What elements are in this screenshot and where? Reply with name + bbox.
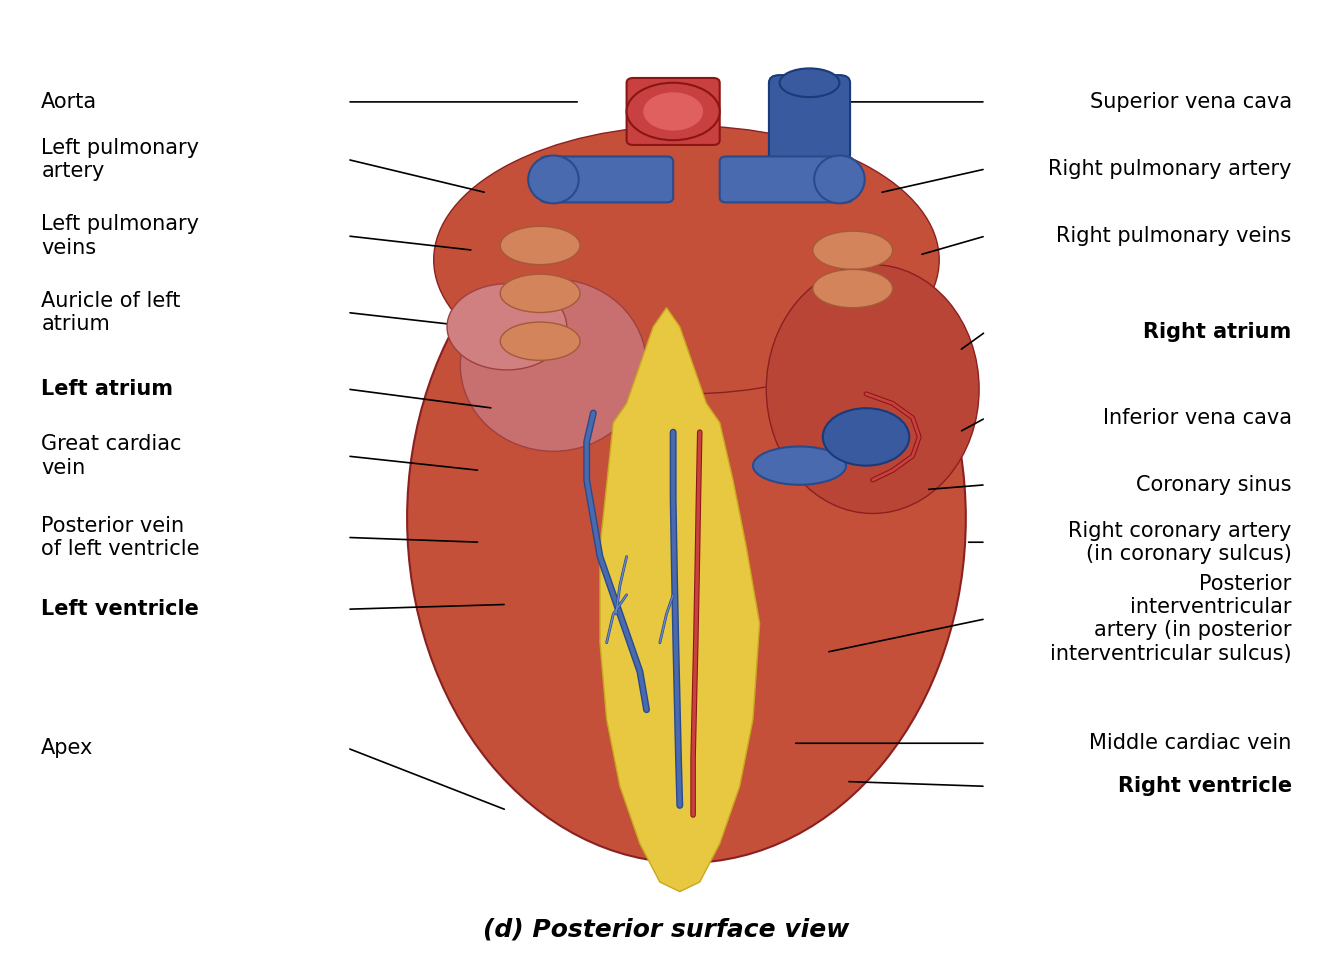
FancyBboxPatch shape: [769, 75, 850, 162]
Text: Left atrium: Left atrium: [41, 379, 173, 399]
Ellipse shape: [627, 83, 720, 140]
Ellipse shape: [822, 408, 909, 466]
Text: Superior vena cava: Superior vena cava: [1089, 92, 1292, 112]
Text: Left pulmonary
veins: Left pulmonary veins: [41, 214, 200, 257]
Ellipse shape: [753, 446, 846, 485]
Text: (d) Posterior surface view: (d) Posterior surface view: [484, 918, 849, 942]
Ellipse shape: [766, 265, 980, 514]
Text: Left pulmonary
artery: Left pulmonary artery: [41, 137, 200, 180]
Ellipse shape: [500, 275, 580, 313]
Text: Left ventricle: Left ventricle: [41, 599, 199, 619]
Text: Posterior
interventricular
artery (in posterior
interventricular sulcus): Posterior interventricular artery (in po…: [1050, 574, 1292, 663]
Text: Right atrium: Right atrium: [1144, 322, 1292, 342]
Text: Coronary sinus: Coronary sinus: [1136, 475, 1292, 494]
PathPatch shape: [600, 308, 760, 892]
Ellipse shape: [813, 270, 893, 308]
Ellipse shape: [644, 92, 702, 131]
Ellipse shape: [528, 156, 579, 204]
Ellipse shape: [407, 174, 966, 863]
Text: Aorta: Aorta: [41, 92, 97, 112]
FancyBboxPatch shape: [720, 156, 853, 203]
Ellipse shape: [500, 227, 580, 265]
Text: Right pulmonary artery: Right pulmonary artery: [1048, 159, 1292, 179]
Text: Right ventricle: Right ventricle: [1117, 777, 1292, 796]
Ellipse shape: [814, 156, 865, 204]
Text: Inferior vena cava: Inferior vena cava: [1102, 408, 1292, 428]
Text: Great cardiac
vein: Great cardiac vein: [41, 435, 181, 478]
Text: Right pulmonary veins: Right pulmonary veins: [1057, 226, 1292, 246]
Text: Apex: Apex: [41, 738, 93, 758]
Ellipse shape: [433, 126, 940, 394]
Ellipse shape: [460, 279, 647, 451]
Ellipse shape: [813, 231, 893, 270]
Ellipse shape: [780, 68, 840, 97]
FancyBboxPatch shape: [540, 156, 673, 203]
Text: Posterior vein
of left ventricle: Posterior vein of left ventricle: [41, 516, 200, 559]
Text: Auricle of left
atrium: Auricle of left atrium: [41, 291, 181, 334]
Ellipse shape: [447, 284, 567, 370]
FancyBboxPatch shape: [627, 78, 720, 145]
Ellipse shape: [500, 322, 580, 360]
Text: Middle cardiac vein: Middle cardiac vein: [1089, 733, 1292, 754]
Text: Right coronary artery
(in coronary sulcus): Right coronary artery (in coronary sulcu…: [1068, 520, 1292, 564]
